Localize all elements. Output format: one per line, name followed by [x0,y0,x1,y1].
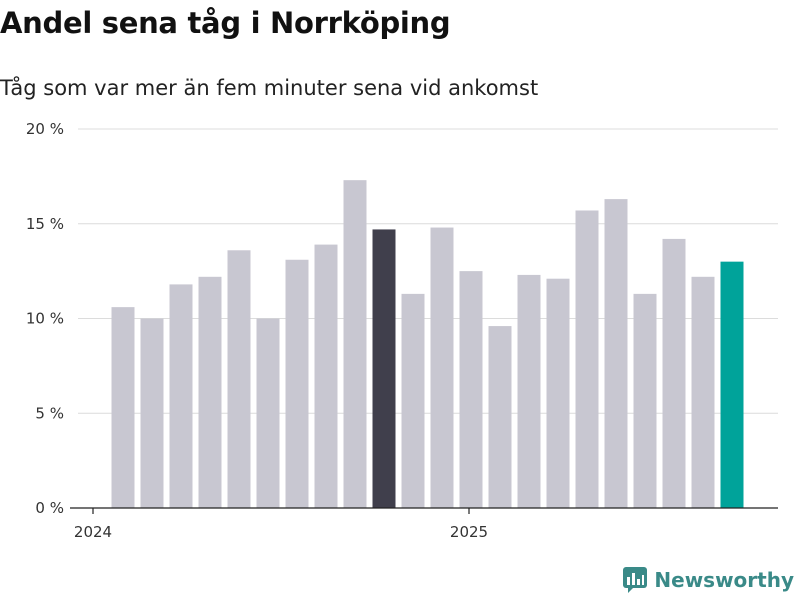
bar [633,293,657,508]
bar [314,244,338,508]
bar [256,318,280,508]
y-tick-label: 20 % [26,120,64,138]
bar [111,307,135,508]
bar [604,199,628,509]
bar [169,284,193,508]
brand-name: Newsworthy [654,568,794,592]
bar [227,250,251,508]
bar [720,261,744,508]
y-tick-label: 0 % [35,499,64,517]
chart-title: Andel sena tåg i Norrköping [0,6,451,40]
bar [488,326,512,508]
y-tick-label: 15 % [26,215,64,233]
bar [140,318,164,508]
y-tick-label: 10 % [26,310,64,328]
bar [198,276,222,508]
bar [459,271,483,508]
y-tick-label: 5 % [35,404,64,422]
bar [691,276,715,508]
bar [430,227,454,509]
bar [372,229,396,508]
bar [343,180,367,509]
bar [575,210,599,509]
bar [662,238,686,508]
bar [546,278,570,508]
chart-subtitle: Tåg som var mer än fem minuter sena vid … [0,76,539,100]
x-tick-label: 2025 [450,523,488,541]
bar [517,274,541,508]
bar [401,293,425,508]
newsworthy-logo: Newsworthy [622,566,794,594]
x-tick-label: 2024 [74,523,112,541]
newsworthy-logo-icon [623,567,648,593]
bar [285,259,309,508]
